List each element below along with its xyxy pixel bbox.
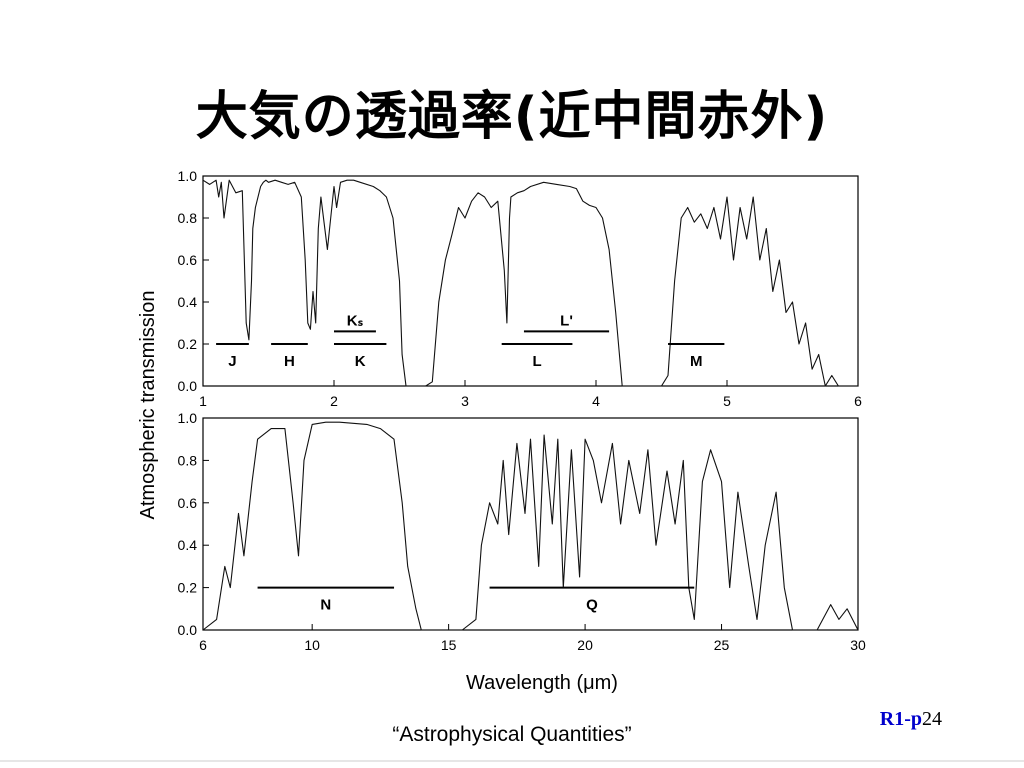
page-prefix: R1-p bbox=[879, 708, 922, 730]
x-tick-label: 1 bbox=[199, 393, 207, 409]
y-tick-label: 0.2 bbox=[178, 336, 198, 352]
x-tick-label: 2 bbox=[330, 393, 338, 409]
x-tick-label: 3 bbox=[461, 393, 469, 409]
x-tick-label: 15 bbox=[441, 637, 457, 653]
x-tick-label: 20 bbox=[577, 637, 593, 653]
chart-panel-bottom: 0.0 0.2 0.4 0.6 0.8 1.0 6 10 15 20 25 30 N Q bbox=[178, 410, 866, 653]
plot-frame bbox=[202, 417, 859, 631]
y-tick-label: 0.4 bbox=[178, 294, 198, 310]
band-label: N bbox=[320, 597, 331, 614]
band-label: H bbox=[284, 353, 295, 370]
band-label: Kₛ bbox=[347, 312, 364, 329]
chart-panel-top: 0.0 0.2 0.4 0.6 0.8 1.0 1 2 3 4 5 6 J H K Kₛ L L' M bbox=[178, 168, 863, 409]
footer-divider bbox=[0, 760, 1024, 762]
band-label: L bbox=[532, 353, 541, 370]
plot-frame bbox=[202, 175, 859, 387]
y-tick-label: 0.0 bbox=[178, 622, 198, 638]
x-tick-label: 10 bbox=[304, 637, 320, 653]
band-label: L' bbox=[560, 312, 573, 329]
x-tick-label: 30 bbox=[850, 637, 866, 653]
band-label: J bbox=[228, 353, 236, 370]
slide-title: 大気の透過率(近中間赤外) bbox=[195, 87, 829, 147]
y-axis-label: Atmospheric transmission bbox=[137, 291, 159, 520]
page-number: R1-p24 bbox=[880, 708, 942, 731]
y-tick-label: 0.8 bbox=[178, 210, 198, 226]
x-axis-label: Wavelength (μm) bbox=[466, 672, 618, 694]
y-tick-label: 0.6 bbox=[178, 252, 198, 268]
y-tick-label: 1.0 bbox=[178, 168, 198, 184]
page-num: 24 bbox=[922, 708, 942, 730]
band-label: Q bbox=[586, 597, 598, 614]
x-tick-label: 25 bbox=[714, 637, 730, 653]
y-tick-label: 0.8 bbox=[178, 452, 198, 468]
y-tick-label: 0.0 bbox=[178, 378, 198, 394]
transmission-series-line bbox=[202, 421, 859, 631]
y-tick-label: 1.0 bbox=[178, 410, 198, 426]
band-label: M bbox=[690, 353, 703, 370]
transmission-series-line bbox=[202, 179, 858, 387]
y-tick-label: 0.6 bbox=[178, 495, 198, 511]
x-tick-label: 4 bbox=[592, 393, 600, 409]
x-tick-label: 6 bbox=[854, 393, 862, 409]
y-tick-label: 0.2 bbox=[178, 580, 198, 596]
source-caption: “Astrophysical Quantities” bbox=[392, 723, 632, 746]
y-tick-label: 0.4 bbox=[178, 537, 198, 553]
band-label: K bbox=[355, 353, 366, 370]
x-tick-label: 5 bbox=[723, 393, 731, 409]
x-tick-label: 6 bbox=[199, 637, 207, 653]
